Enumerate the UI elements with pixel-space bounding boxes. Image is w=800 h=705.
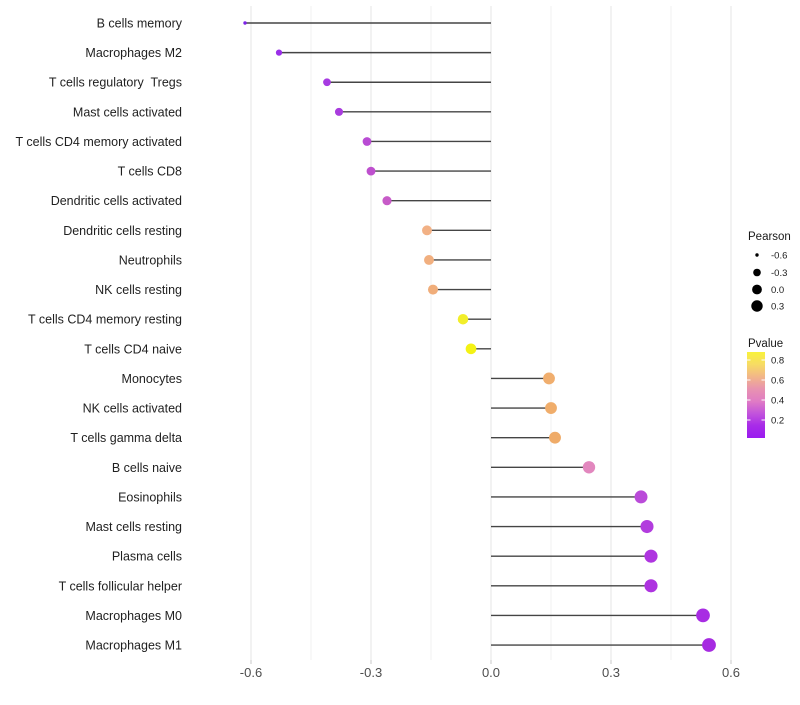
dot-b-cells-naive [582,461,596,474]
x-tick-label: -0.3 [360,665,382,680]
dot-nk-cells-activated [545,402,557,414]
category-label: T cells CD4 naive [84,342,182,356]
dot-t-cells-cd8 [366,166,376,176]
dot-macrophages-m2 [275,49,283,56]
category-label: T cells CD4 memory resting [28,313,182,327]
legend: Pearson -0.6-0.30.00.3 Pvalue 0.80.60.40… [747,231,791,438]
category-label: Monocytes [122,372,182,386]
legend-size-dot [752,284,762,295]
category-label: Macrophages M0 [85,609,182,623]
legend-color-title: Pvalue [748,338,783,350]
category-label: T cells gamma delta [70,431,182,445]
dot-mast-cells-resting [640,520,654,534]
legend-size-label: -0.3 [771,268,787,279]
colorbar-tick-label: 0.2 [771,416,784,427]
colorbar-rect [747,352,765,438]
legend-colorbar: 0.8 0.6 0.4 0.2 [747,352,784,438]
legend-size-dot [755,253,759,257]
dot-monocytes [543,372,555,385]
category-label: B cells naive [112,461,182,475]
category-label: Macrophages M2 [85,46,182,60]
dot-eosinophils [634,490,648,504]
category-label: Eosinophils [118,490,182,504]
category-label: B cells memory [97,17,183,31]
dot-dendritic-cells-resting [422,225,432,236]
dot-nk-cells-resting [427,284,439,295]
x-axis-tick-labels: -0.6 -0.3 0.0 0.3 0.6 [240,665,740,680]
x-tick-label: 0.0 [482,665,500,680]
category-label: T cells CD8 [118,165,182,179]
grid-minor-lines [310,6,672,660]
x-tick-label: 0.3 [602,665,620,680]
category-label: Dendritic cells activated [51,194,182,208]
dot-t-cells-gamma-delta [549,431,561,444]
category-label: Mast cells resting [85,520,182,534]
dot-plasma-cells [644,549,658,563]
dot-b-cells-memory [243,21,247,25]
category-label: T cells regulatory Tregs [49,76,182,90]
dot-neutrophils [424,254,434,265]
category-label: T cells follicular helper [59,579,182,593]
category-label: Mast cells activated [73,105,182,119]
dot-mast-cells-activated [334,107,344,116]
lollipop-dots [243,21,716,652]
category-label: Neutrophils [119,253,182,267]
lollipop-stems [245,22,709,646]
grid-major-lines [250,6,732,660]
dot-t-cells-cd4-memory-resting [457,313,469,325]
category-label: T cells CD4 memory activated [16,135,183,149]
legend-size-entries: -0.6 -0.3 0.0 0.3 [751,251,787,313]
category-label: Plasma cells [112,550,182,564]
x-tick-label: -0.6 [240,665,262,680]
dot-macrophages-m1 [702,638,716,652]
category-label: Dendritic cells resting [63,224,182,238]
x-tick-label: 0.6 [722,665,740,680]
legend-size-dot [753,268,761,277]
dot-t-cells-regulatory-tregs [323,78,331,87]
category-label: NK cells resting [95,283,182,297]
dot-dendritic-cells-activated [382,196,392,206]
category-label: Macrophages M1 [85,639,182,653]
colorbar-tick-label: 0.4 [771,396,784,407]
legend-size-label: -0.6 [771,251,787,262]
y-axis-category-labels: B cells memory Macrophages M2 T cells regu… [16,17,183,653]
legend-size-label: 0.3 [771,302,784,313]
legend-size-label: 0.0 [771,285,784,296]
legend-size-title: Pearson [748,231,791,243]
legend-size-dot [751,300,763,312]
colorbar-tick-label: 0.6 [771,376,784,387]
dot-t-cells-follicular-helper [644,579,658,593]
x-axis-ticks [250,660,732,664]
category-label: NK cells activated [83,402,182,416]
colorbar-tick-label: 0.8 [771,356,784,367]
dot-t-cells-cd4-memory-activated [362,137,372,146]
dot-t-cells-cd4-naive [465,343,477,355]
dot-macrophages-m0 [696,608,710,623]
